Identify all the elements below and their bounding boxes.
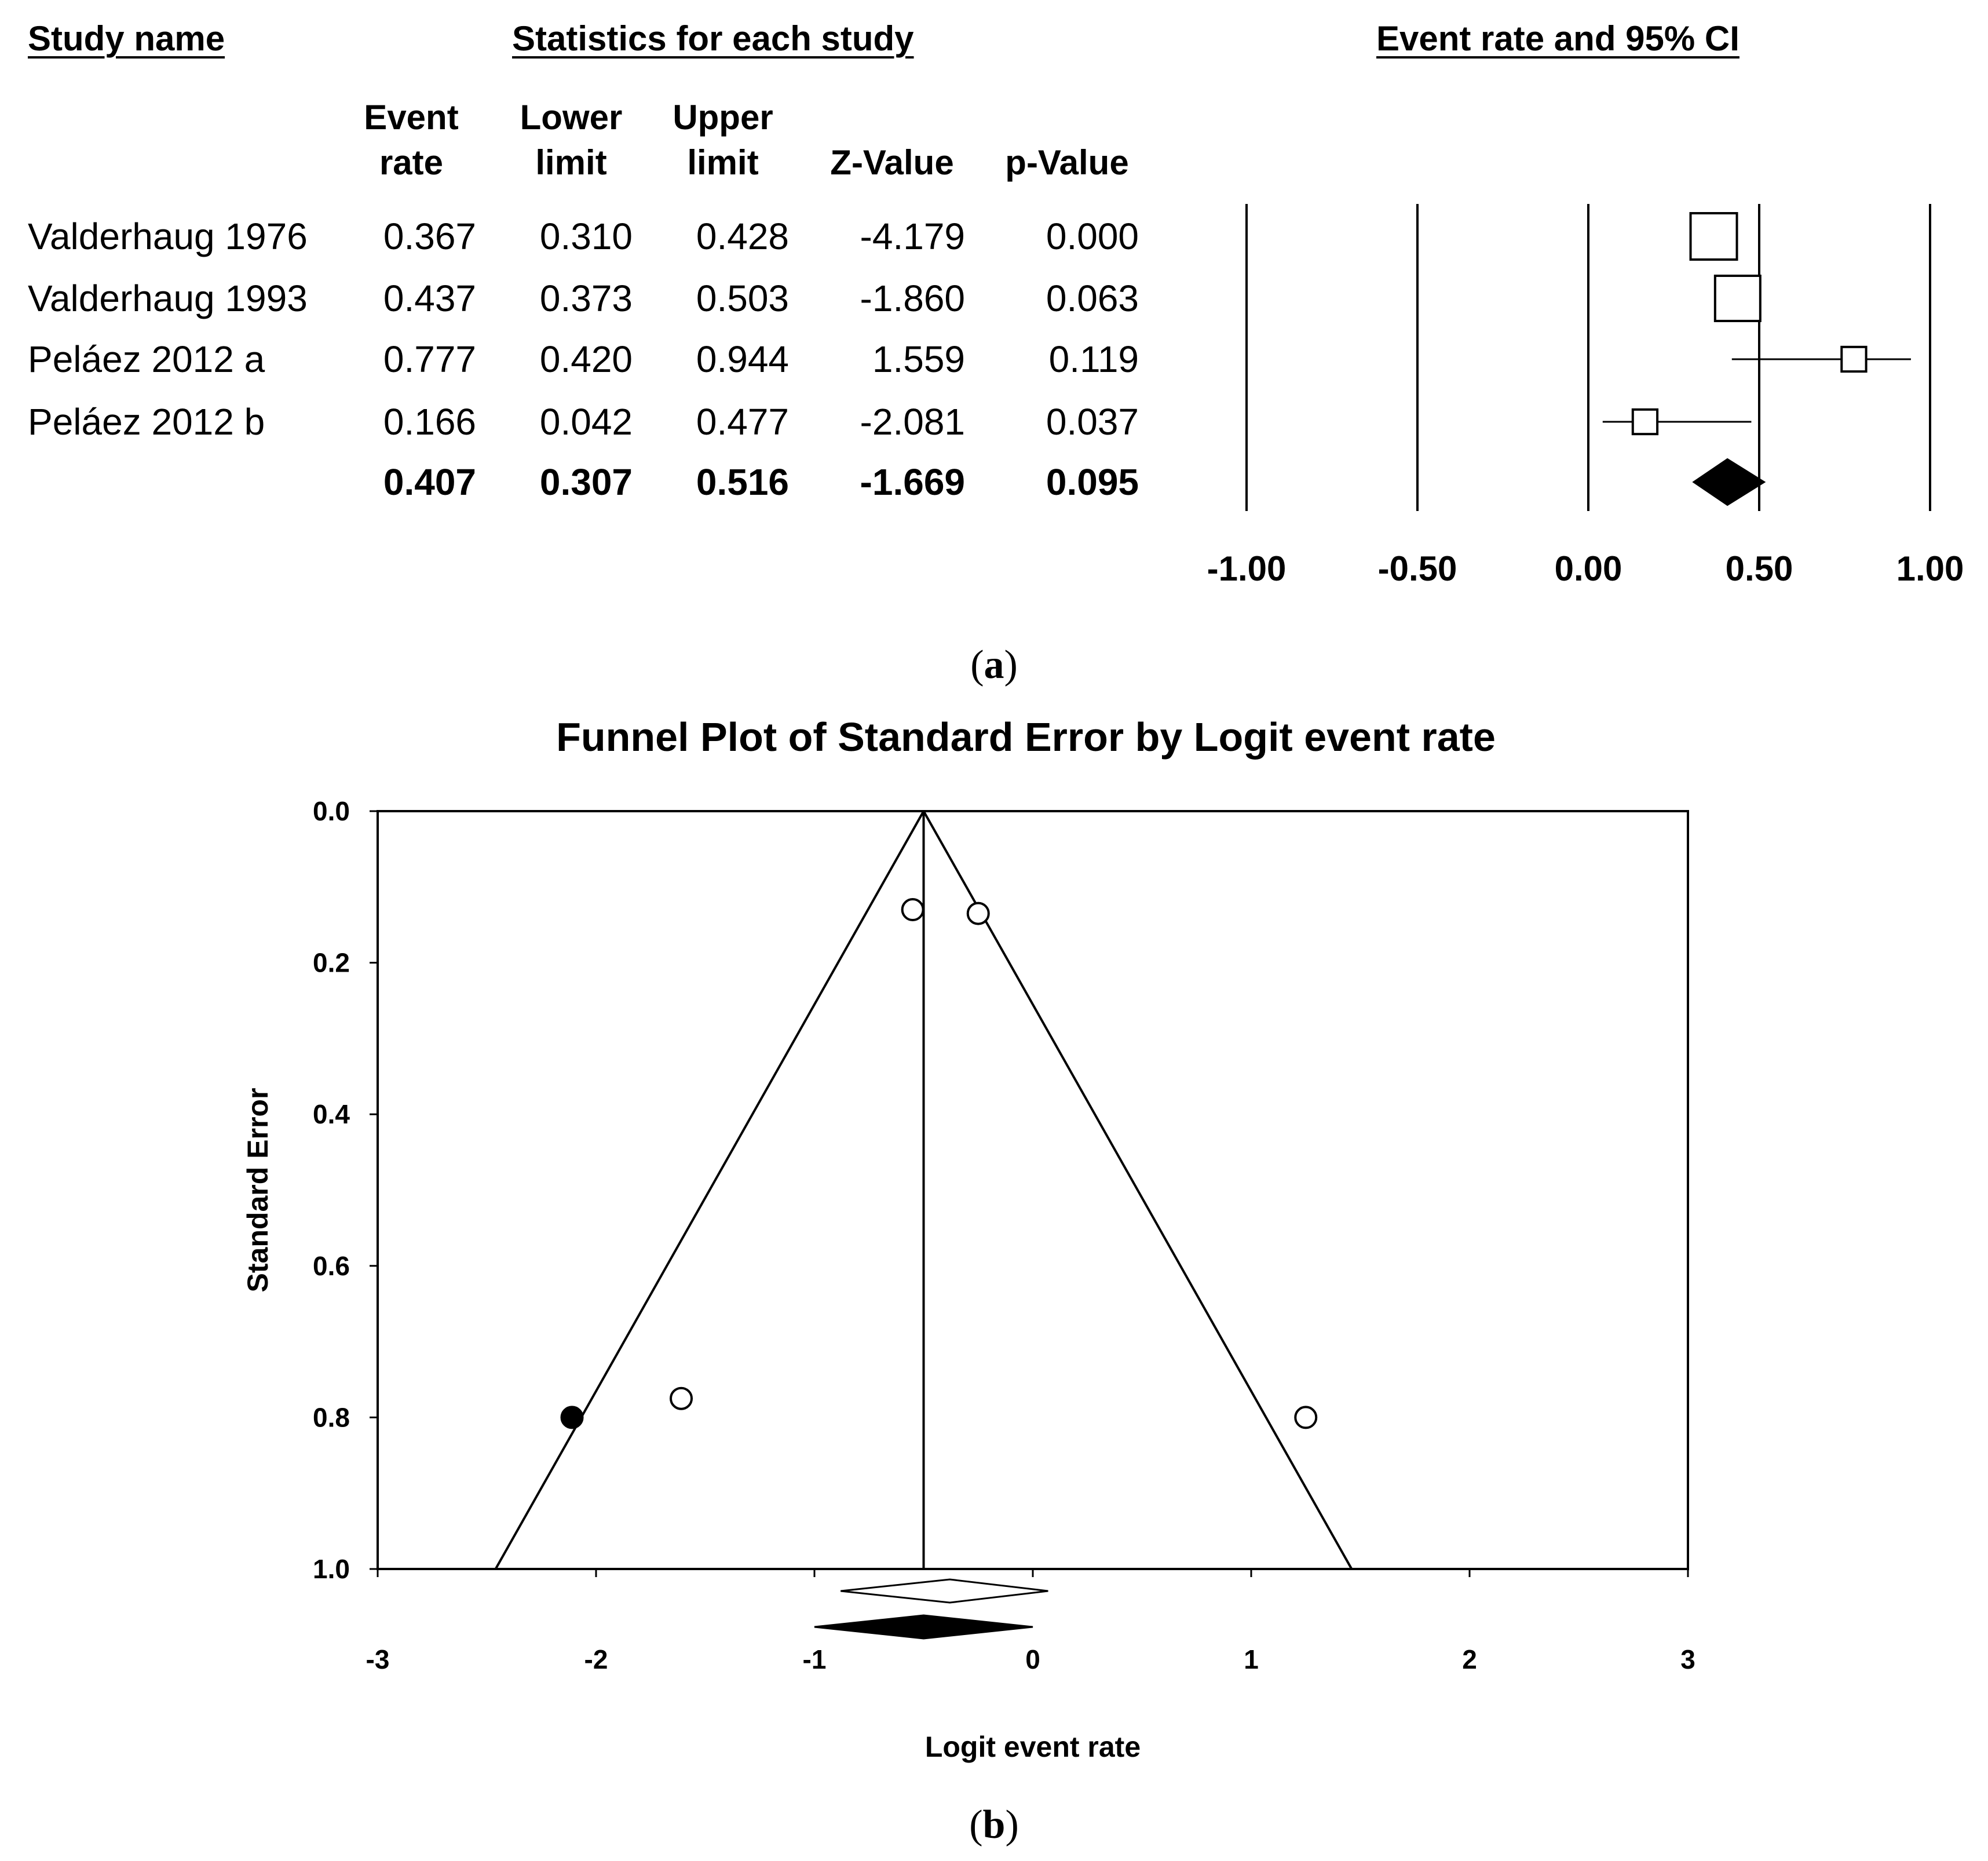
- y-tick-label: 0.2: [313, 948, 350, 978]
- caption-a: (a): [970, 643, 1018, 687]
- cell-event-rate: 0.777: [383, 338, 476, 380]
- caption-b-letter: b: [982, 1802, 1006, 1847]
- cell-event-rate: 0.367: [383, 216, 476, 257]
- x-tick-label: -0.50: [1378, 549, 1457, 588]
- forest-plot: -1.00 -0.50 0.00 0.50 1.00: [1207, 204, 1964, 588]
- column-header-line1: Event: [364, 98, 459, 137]
- column-header-3: Z-Value: [805, 95, 979, 185]
- y-tick-label: 0.8: [313, 1402, 350, 1432]
- cell-upper: 0.516: [696, 461, 789, 503]
- summary-diamond: [1692, 458, 1766, 506]
- observed-study-point: [966, 902, 990, 925]
- cell-lower: 0.307: [539, 461, 633, 503]
- y-tick-label: 0.4: [313, 1099, 350, 1129]
- study-name: Valderhaug 1976: [28, 216, 308, 257]
- y-axis-label: Standard Error: [242, 1088, 274, 1293]
- x-axis-label: Logit event rate: [925, 1731, 1141, 1763]
- cell-p: 0.095: [1046, 461, 1139, 503]
- x-tick-label: -2: [584, 1644, 608, 1674]
- study-name: Valderhaug 1993: [28, 278, 308, 319]
- cell-p: 0.119: [1048, 338, 1139, 380]
- plot-frame: [377, 810, 1689, 1570]
- cell-z: -4.179: [860, 216, 965, 257]
- effect-square: [1840, 345, 1868, 373]
- cell-upper: 0.503: [696, 278, 789, 319]
- caption-a-letter: a: [984, 643, 1004, 687]
- column-header-4: p-Value: [980, 95, 1154, 185]
- cell-z: -1.669: [860, 461, 965, 503]
- x-tick-label: 2: [1462, 1644, 1477, 1674]
- x-tick-label: -1.00: [1207, 549, 1287, 588]
- cell-z: 1.559: [872, 338, 965, 380]
- cell-event-rate: 0.437: [383, 278, 476, 319]
- cell-event-rate: 0.407: [383, 461, 476, 503]
- observed-study-point: [670, 1386, 693, 1410]
- cell-lower: 0.373: [539, 278, 633, 319]
- x-tick-label: -3: [366, 1644, 390, 1674]
- column-header-line2: p-Value: [1005, 143, 1129, 182]
- x-tick-label: 0.50: [1726, 549, 1793, 588]
- x-tick-label: 3: [1680, 1644, 1695, 1674]
- observed-summary-diamond: [840, 1578, 1048, 1604]
- observed-study-point: [901, 898, 924, 922]
- y-tick-label: 1.0: [313, 1554, 350, 1584]
- cell-z: -2.081: [860, 401, 965, 443]
- observed-study-point: [1294, 1406, 1318, 1429]
- x-tick-label: -1: [803, 1644, 827, 1674]
- cell-upper: 0.428: [696, 216, 789, 257]
- cell-z: -1.860: [860, 278, 965, 319]
- column-header-line1: Upper: [673, 98, 773, 137]
- cell-lower: 0.042: [539, 401, 633, 443]
- event-rate-ci-header: Event rate and 95% CI: [1376, 19, 1740, 58]
- funnel-title: Funnel Plot of Standard Error by Logit e…: [556, 714, 1496, 760]
- caption-b: (b): [969, 1802, 1019, 1847]
- imputed-study-point: [560, 1406, 584, 1429]
- column-header-line2: rate: [379, 143, 444, 182]
- x-tick-label: 0: [1025, 1644, 1040, 1674]
- cell-upper: 0.944: [696, 338, 789, 380]
- effect-square: [1631, 408, 1659, 436]
- funnel-left-line: [494, 811, 925, 1570]
- column-header-2: Upper limit: [636, 95, 810, 185]
- study-name-header: Study name: [28, 19, 225, 58]
- adjusted-summary-diamond: [814, 1614, 1033, 1640]
- column-header-line2: Z-Value: [830, 143, 954, 182]
- cell-p: 0.063: [1046, 278, 1139, 319]
- effect-square: [1689, 212, 1738, 261]
- cell-p: 0.000: [1046, 216, 1139, 257]
- study-name: Peláez 2012 b: [28, 401, 265, 443]
- x-tick-label: 0.00: [1555, 549, 1622, 588]
- cell-lower: 0.310: [539, 216, 633, 257]
- y-tick-label: 0.0: [313, 796, 350, 826]
- funnel-plot: 0.0 0.2 0.4 0.6 0.8 1.0 -3 -2 -1 0 1 2 3 Logit event …: [242, 796, 1695, 1763]
- cell-p: 0.037: [1046, 401, 1139, 443]
- column-header-line2: limit: [687, 143, 759, 182]
- cell-lower: 0.420: [539, 338, 633, 380]
- statistics-header: Statistics for each study: [512, 19, 914, 58]
- column-header-line1: Lower: [520, 98, 623, 137]
- y-tick-label: 0.6: [313, 1251, 350, 1281]
- column-header-line2: limit: [535, 143, 607, 182]
- cell-event-rate: 0.166: [383, 401, 476, 443]
- x-tick-label: 1: [1244, 1644, 1259, 1674]
- column-header-1: Lower limit: [484, 95, 658, 185]
- column-header-0: Event rate: [324, 95, 498, 185]
- study-name: Peláez 2012 a: [28, 338, 265, 380]
- effect-square: [1713, 275, 1762, 322]
- x-tick-label: 1.00: [1896, 549, 1964, 588]
- funnel-right-line: [922, 811, 1353, 1570]
- cell-upper: 0.477: [696, 401, 789, 443]
